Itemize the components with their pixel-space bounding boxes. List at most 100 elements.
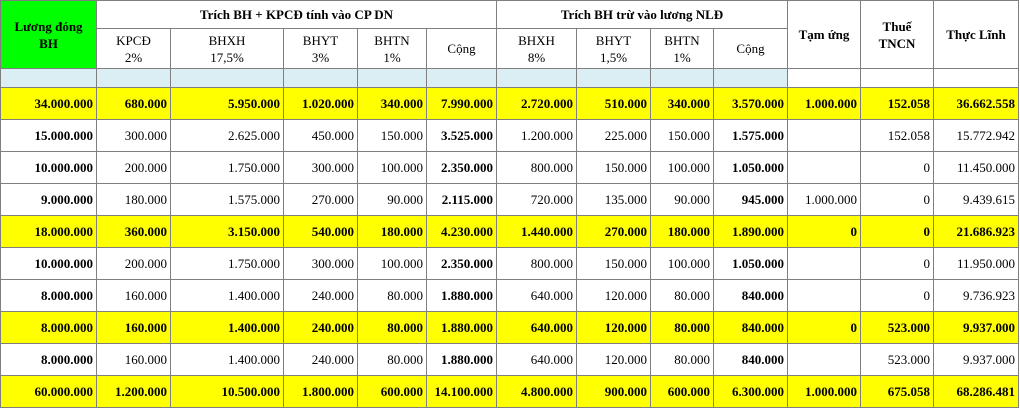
table-cell: 80.000	[650, 343, 714, 376]
table-cell: 152.058	[860, 87, 934, 120]
table-cell: 240.000	[283, 311, 358, 344]
table-cell: 1.000.000	[787, 183, 861, 216]
table-cell: 900.000	[576, 375, 651, 408]
header-luong-dong-bh: Lương đóng BH	[0, 0, 97, 69]
table-cell: 8.000.000	[0, 279, 97, 312]
table-cell: 152.058	[860, 119, 934, 152]
table-body: 34.000.000 680.000 5.950.000 1.020.000 340.0…	[0, 68, 1019, 408]
table-cell: 1.575.000	[713, 119, 788, 152]
table-cell: 640.000	[496, 343, 577, 376]
table-cell: 11.950.000	[933, 247, 1019, 280]
table-cell: 4.230.000	[426, 215, 497, 248]
header-group-nld: Trích BH trừ vào lương NLĐ	[496, 0, 788, 29]
table-cell: 150.000	[576, 151, 651, 184]
table-cell: 80.000	[357, 311, 427, 344]
table-cell: 2.625.000	[170, 119, 284, 152]
table-cell: 100.000	[650, 151, 714, 184]
table-cell: 4.800.000	[496, 375, 577, 408]
table-cell: 360.000	[96, 215, 171, 248]
table-cell: 90.000	[357, 183, 427, 216]
table-cell: 800.000	[496, 247, 577, 280]
table-cell: 10.000.000	[0, 247, 97, 280]
header-bhtn-dn: BHTN 1%	[357, 28, 427, 69]
table-cell: 8.000.000	[0, 343, 97, 376]
header-group-dn: Trích BH + KPCĐ tính vào CP DN	[96, 0, 497, 29]
table-cell: 1.880.000	[426, 279, 497, 312]
table-cell: 2.350.000	[426, 151, 497, 184]
blank-cell	[787, 68, 861, 88]
table-cell: 80.000	[650, 311, 714, 344]
table-cell: 3.525.000	[426, 119, 497, 152]
table-cell: 14.100.000	[426, 375, 497, 408]
table-cell: 36.662.558	[933, 87, 1019, 120]
table-cell: 1.400.000	[170, 311, 284, 344]
blank-cell	[96, 68, 171, 88]
table-cell: 100.000	[650, 247, 714, 280]
table-cell: 160.000	[96, 311, 171, 344]
table-cell: 1.750.000	[170, 151, 284, 184]
blank-cell	[933, 68, 1019, 88]
table-cell: 1.050.000	[713, 247, 788, 280]
table-cell: 2.350.000	[426, 247, 497, 280]
table-cell: 510.000	[576, 87, 651, 120]
table-cell: 2.720.000	[496, 87, 577, 120]
table-cell: 800.000	[496, 151, 577, 184]
table-cell: 240.000	[283, 343, 358, 376]
table-row: 8.000.000 160.000 1.400.000 240.000 80.000 1.…	[0, 343, 1019, 376]
blank-cell	[860, 68, 934, 88]
table-cell: 600.000	[650, 375, 714, 408]
table-cell: 1.200.000	[496, 119, 577, 152]
blank-cell	[426, 68, 497, 88]
blank-cell	[713, 68, 788, 88]
header-cong-dn: Cộng	[426, 28, 497, 69]
table-row: 18.000.000 360.000 3.150.000 540.000 180.000…	[0, 215, 1019, 248]
table-cell: 270.000	[576, 215, 651, 248]
table-cell: 9.439.615	[933, 183, 1019, 216]
table-cell: 1.400.000	[170, 343, 284, 376]
table-cell: 3.150.000	[170, 215, 284, 248]
table-cell: 21.686.923	[933, 215, 1019, 248]
header-bhyt-nld: BHYT 1,5%	[576, 28, 651, 69]
table-cell: 1.575.000	[170, 183, 284, 216]
table-cell: 9.736.923	[933, 279, 1019, 312]
table-cell: 120.000	[576, 343, 651, 376]
table-row: 15.000.000 300.000 2.625.000 450.000 150.000…	[0, 119, 1019, 152]
table-cell: 523.000	[860, 311, 934, 344]
table-cell: 9.000.000	[0, 183, 97, 216]
table-cell: 100.000	[357, 247, 427, 280]
table-cell: 68.286.481	[933, 375, 1019, 408]
table-cell: 1.890.000	[713, 215, 788, 248]
table-cell: 840.000	[713, 311, 788, 344]
table-cell: 18.000.000	[0, 215, 97, 248]
header-thuc-linh: Thực Lĩnh	[933, 0, 1019, 69]
table-cell: 80.000	[357, 279, 427, 312]
table-cell: 2.115.000	[426, 183, 497, 216]
table-cell: 1.050.000	[713, 151, 788, 184]
table-cell: 1.880.000	[426, 311, 497, 344]
table-cell: 120.000	[576, 311, 651, 344]
table-cell: 945.000	[713, 183, 788, 216]
header-thue-tncn: Thuế TNCN	[860, 0, 934, 69]
table-cell: 10.000.000	[0, 151, 97, 184]
table-cell: 640.000	[496, 311, 577, 344]
table-cell: 0	[860, 183, 934, 216]
table-cell: 150.000	[357, 119, 427, 152]
blank-row	[0, 68, 1019, 88]
table-cell: 0	[787, 311, 861, 344]
table-cell: 450.000	[283, 119, 358, 152]
table-cell: 7.990.000	[426, 87, 497, 120]
table-cell: 640.000	[496, 279, 577, 312]
table-cell: 180.000	[96, 183, 171, 216]
table-cell: 0	[860, 215, 934, 248]
table-cell: 3.570.000	[713, 87, 788, 120]
table-cell: 523.000	[860, 343, 934, 376]
header-bhyt-dn: BHYT 3%	[283, 28, 358, 69]
table-cell: 180.000	[357, 215, 427, 248]
table-cell	[787, 151, 861, 184]
table-cell: 160.000	[96, 343, 171, 376]
table-cell: 1.440.000	[496, 215, 577, 248]
blank-cell	[357, 68, 427, 88]
table-cell: 180.000	[650, 215, 714, 248]
table-cell: 5.950.000	[170, 87, 284, 120]
